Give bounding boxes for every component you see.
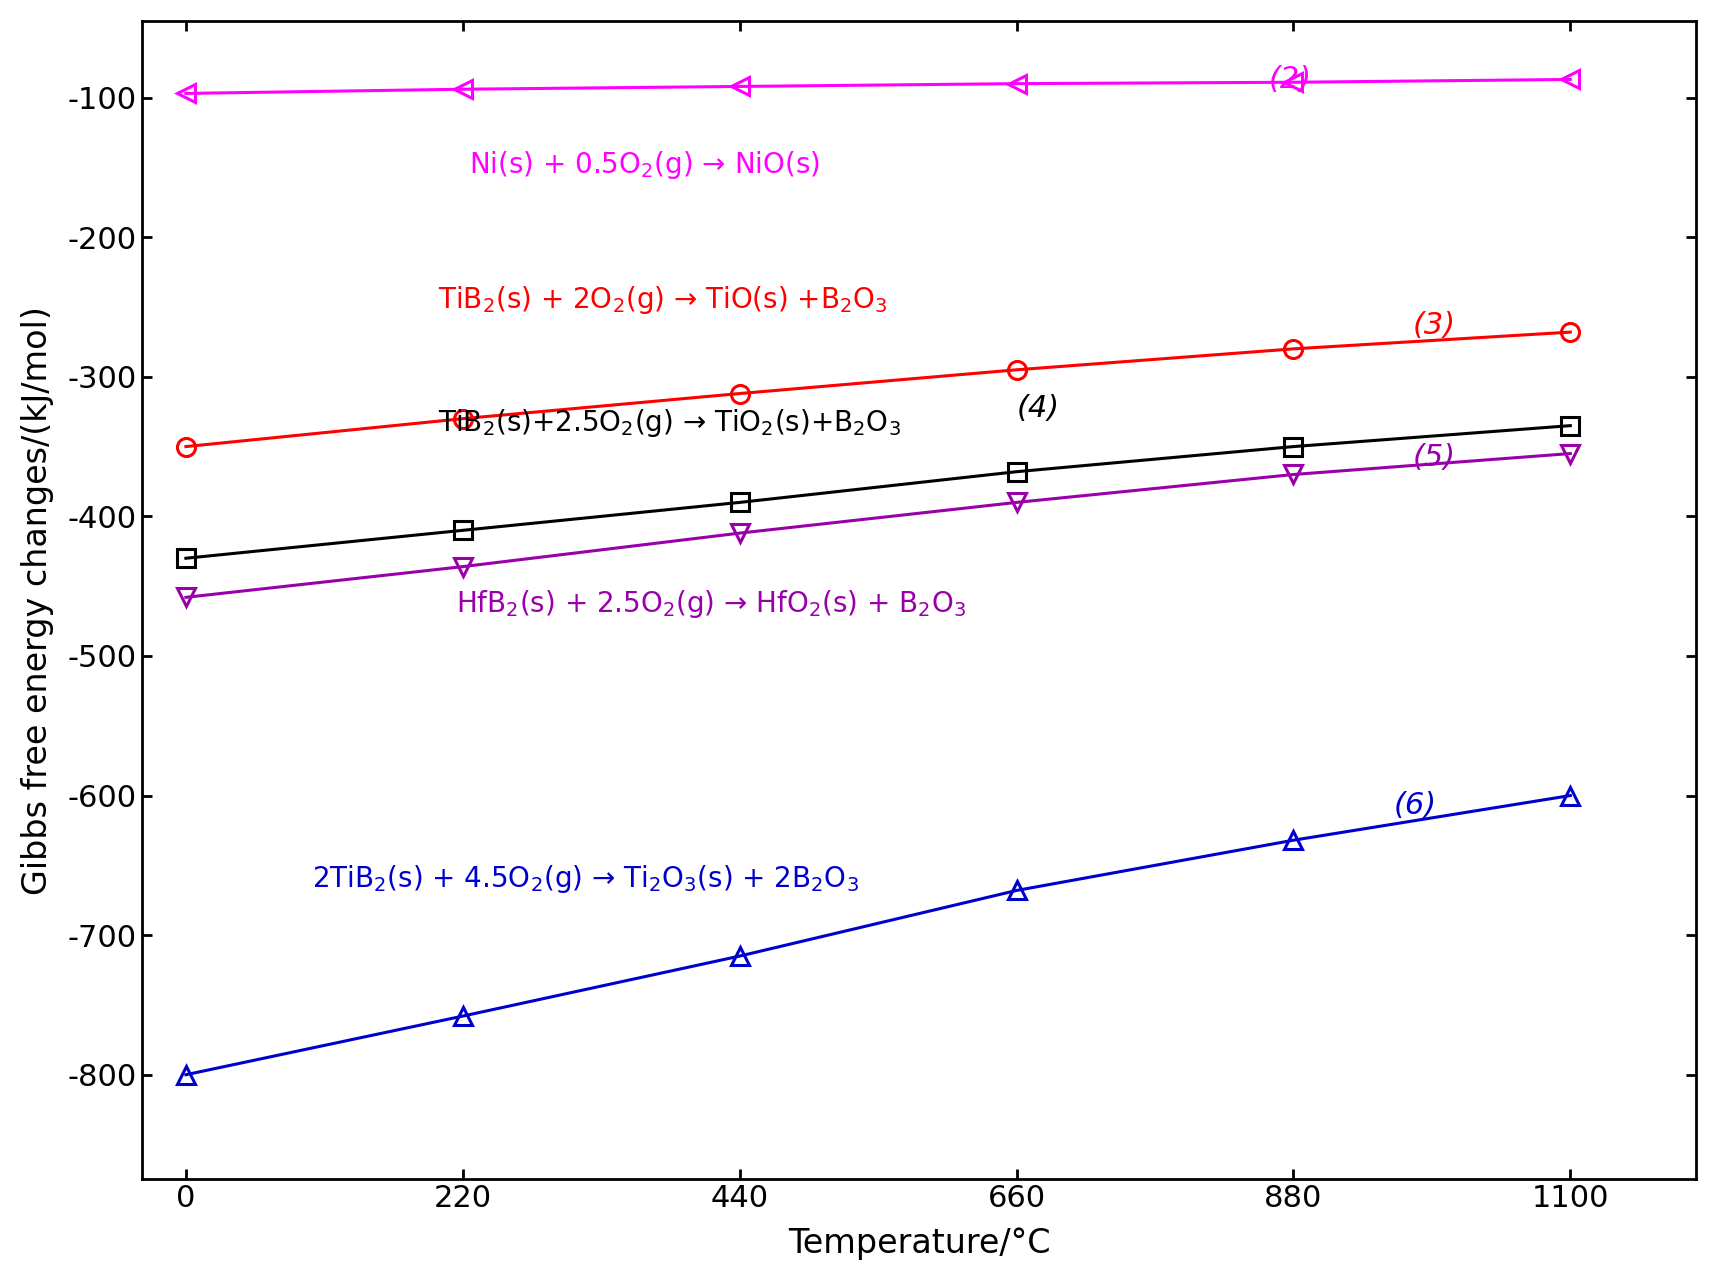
Text: (4): (4) xyxy=(1016,395,1059,424)
X-axis label: Temperature/°C: Temperature/°C xyxy=(788,1227,1051,1261)
Text: (3): (3) xyxy=(1413,310,1456,339)
Text: TiB$_2$(s) + 2O$_2$(g) → TiO(s) +B$_2$O$_3$: TiB$_2$(s) + 2O$_2$(g) → TiO(s) +B$_2$O$… xyxy=(438,284,888,316)
Text: (5): (5) xyxy=(1413,443,1456,473)
Y-axis label: Gibbs free energy changes/(kJ/mol): Gibbs free energy changes/(kJ/mol) xyxy=(21,306,53,894)
Text: 2TiB$_2$(s) + 4.5O$_2$(g) → Ti$_2$O$_3$(s) + 2B$_2$O$_3$: 2TiB$_2$(s) + 4.5O$_2$(g) → Ti$_2$O$_3$(… xyxy=(312,863,858,895)
Text: Ni(s) + 0.5O$_2$(g) → NiO(s): Ni(s) + 0.5O$_2$(g) → NiO(s) xyxy=(469,149,821,181)
Text: HfB$_2$(s) + 2.5O$_2$(g) → HfO$_2$(s) + B$_2$O$_3$: HfB$_2$(s) + 2.5O$_2$(g) → HfO$_2$(s) + … xyxy=(457,588,967,620)
Text: TiB$_2$(s)+2.5O$_2$(g) → TiO$_2$(s)+B$_2$O$_3$: TiB$_2$(s)+2.5O$_2$(g) → TiO$_2$(s)+B$_2… xyxy=(438,407,900,439)
Text: (2): (2) xyxy=(1269,65,1312,94)
Text: (6): (6) xyxy=(1394,790,1437,820)
